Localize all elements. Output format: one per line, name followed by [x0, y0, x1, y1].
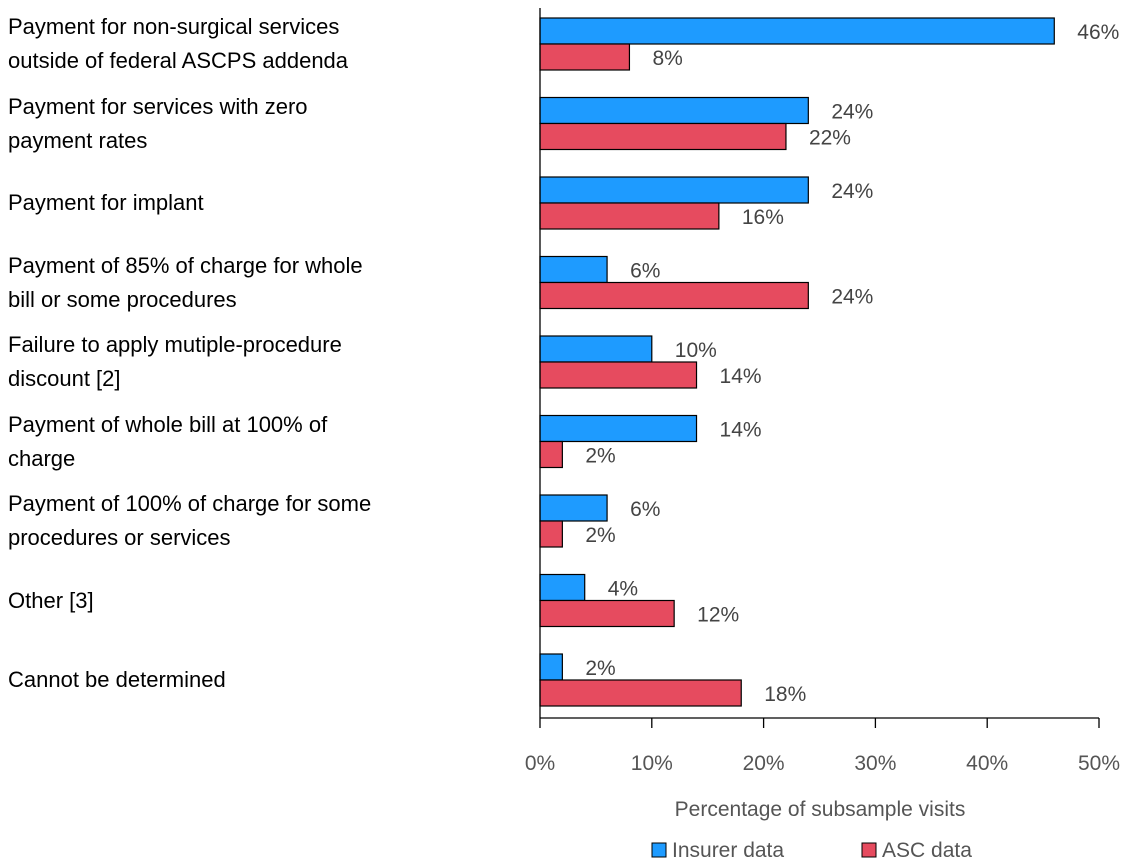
bar-insurer — [539, 653, 563, 681]
category-label: Payment of whole bill at 100% of charge — [8, 411, 328, 471]
data-label: 8% — [652, 47, 682, 70]
category-label: Payment for services with zero payment r… — [8, 93, 308, 153]
data-label: 24% — [831, 286, 873, 309]
category-label: Failure to apply mutiple-procedure disco… — [8, 332, 342, 391]
x-tick-label: 10% — [631, 752, 673, 775]
data-label: 6% — [630, 260, 660, 283]
data-label: 24% — [831, 180, 873, 203]
bar-asc — [539, 281, 809, 310]
data-label: 14% — [720, 365, 762, 388]
legend-swatch-insurer — [651, 842, 667, 858]
data-label: 2% — [585, 445, 615, 468]
data-label: 22% — [809, 127, 851, 150]
legend-swatch-asc — [861, 842, 877, 858]
x-tick-label: 50% — [1078, 752, 1120, 775]
legend-label: ASC data — [882, 839, 972, 862]
bar-asc — [539, 361, 698, 389]
bar-asc — [539, 202, 720, 230]
data-label: 14% — [720, 419, 762, 442]
data-label: 6% — [630, 498, 660, 521]
legend-label: Insurer data — [672, 839, 784, 862]
data-label: 10% — [675, 339, 717, 362]
bar-insurer — [539, 335, 653, 363]
data-label: 2% — [585, 657, 615, 680]
bar-asc — [539, 599, 675, 628]
data-label: 4% — [608, 578, 638, 601]
x-tick-label: 20% — [743, 752, 785, 775]
category-label: Payment of 85% of charge for whole bill … — [8, 252, 363, 312]
x-tick-label: 0% — [525, 752, 555, 775]
bar-asc — [539, 43, 631, 71]
bar-insurer — [539, 573, 586, 602]
category-label: Other [3] — [8, 587, 94, 613]
data-label: 12% — [697, 604, 739, 627]
bar-insurer — [539, 96, 809, 125]
bar-asc — [539, 520, 563, 548]
x-tick-label: 40% — [966, 752, 1008, 775]
category-label: Payment for non-surgical services outsid… — [8, 14, 349, 73]
bar-insurer — [539, 494, 608, 522]
category-label: Payment of 100% of charge for some proce… — [8, 491, 372, 550]
data-label: 18% — [764, 683, 806, 706]
bar-insurer — [539, 414, 698, 443]
category-label: Payment for implant — [8, 190, 204, 215]
bar-insurer — [539, 176, 809, 204]
bar-asc — [539, 440, 563, 469]
bar-insurer — [539, 255, 608, 284]
category-label: Cannot be determined — [8, 667, 226, 692]
bar-asc — [539, 122, 787, 151]
x-tick-label: 30% — [854, 752, 896, 775]
data-label: 16% — [742, 206, 784, 229]
data-label: 24% — [831, 101, 873, 124]
bar-asc — [539, 679, 742, 707]
data-label: 2% — [585, 524, 615, 547]
data-label: 46% — [1077, 21, 1119, 44]
bar-insurer — [539, 17, 1055, 45]
x-axis-title: Percentage of subsample visits — [675, 798, 966, 821]
